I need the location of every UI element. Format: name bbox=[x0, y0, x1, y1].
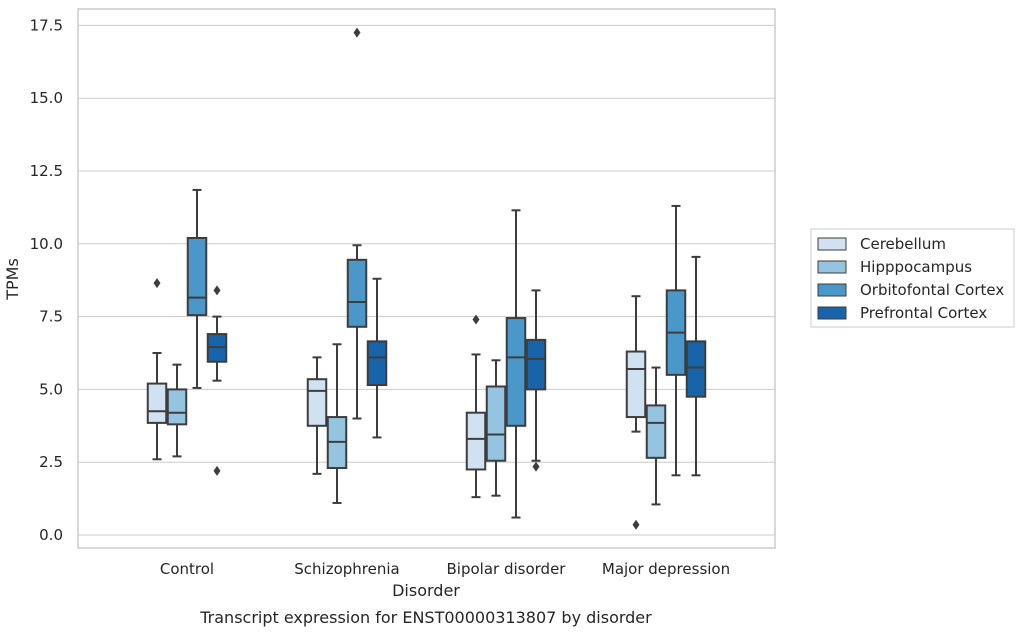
plot-frame bbox=[77, 8, 776, 549]
outlier-point bbox=[532, 461, 540, 472]
y-tick-label: 10.0 bbox=[30, 235, 63, 253]
x-axis-label: Disorder bbox=[392, 581, 460, 600]
legend-entry-label: Hipppocampus bbox=[860, 258, 972, 276]
box-iqr bbox=[525, 338, 547, 391]
box-iqr bbox=[146, 382, 168, 424]
box-group bbox=[625, 295, 647, 530]
box-group bbox=[665, 204, 687, 477]
legend: Cerebellum Hipppocampus Orbitofontal Corte… bbox=[810, 228, 1015, 328]
y-tick-label: 0.0 bbox=[39, 526, 63, 544]
box-iqr bbox=[685, 340, 707, 398]
y-tick-label: 15.0 bbox=[30, 89, 63, 107]
legend-entry-label: Orbitofontal Cortex bbox=[860, 281, 1004, 299]
box-group bbox=[645, 366, 667, 506]
box-group bbox=[166, 363, 188, 458]
box-group bbox=[346, 27, 368, 420]
outlier-point bbox=[353, 27, 361, 38]
y-tick-label: 12.5 bbox=[30, 162, 63, 180]
box-iqr bbox=[645, 404, 667, 459]
legend-items: Cerebellum Hipppocampus Orbitofontal Corte… bbox=[817, 235, 1004, 322]
y-tick-label: 2.5 bbox=[39, 453, 63, 471]
box-iqr bbox=[166, 388, 188, 426]
box-iqr bbox=[186, 236, 208, 317]
box-group bbox=[525, 289, 547, 472]
box-group bbox=[485, 359, 507, 497]
box-group bbox=[206, 285, 228, 476]
y-tick-label: 5.0 bbox=[39, 380, 63, 398]
box-group bbox=[146, 278, 168, 461]
box-iqr bbox=[306, 378, 328, 427]
legend-swatch bbox=[817, 306, 847, 320]
y-tick-labels: 0.0 2.5 5.0 7.5 10.0 12.5 15.0 17.5 bbox=[30, 16, 63, 544]
box-iqr bbox=[505, 317, 527, 427]
boxes-layer bbox=[146, 27, 707, 530]
box-group bbox=[465, 314, 487, 499]
box-group bbox=[505, 209, 527, 519]
legend-entry-label: Cerebellum bbox=[860, 235, 946, 253]
legend-swatch bbox=[817, 283, 847, 297]
outlier-point bbox=[472, 314, 480, 325]
box-group bbox=[326, 343, 348, 504]
grid-layer bbox=[78, 24, 775, 536]
chart-caption: Transcript expression for ENST0000031380… bbox=[199, 608, 652, 627]
box-iqr bbox=[485, 385, 507, 462]
x-tick-label: Control bbox=[160, 560, 214, 578]
outlier-point bbox=[632, 519, 640, 530]
box-group bbox=[186, 188, 208, 389]
outlier-point bbox=[213, 285, 221, 296]
legend-swatch bbox=[817, 260, 847, 274]
box-iqr bbox=[625, 350, 647, 419]
x-tick-labels: Control Schizophrenia Bipolar disorder Majo… bbox=[160, 560, 730, 578]
x-tick-label: Schizophrenia bbox=[294, 560, 399, 578]
y-tick-label: 17.5 bbox=[30, 16, 63, 34]
outlier-point bbox=[153, 278, 161, 289]
legend-swatch bbox=[817, 237, 847, 251]
outlier-point bbox=[213, 465, 221, 476]
box-group bbox=[366, 277, 388, 439]
box-group bbox=[685, 255, 707, 477]
box-group bbox=[306, 356, 328, 475]
x-tick-label: Bipolar disorder bbox=[447, 560, 567, 578]
y-tick-label: 7.5 bbox=[39, 308, 63, 326]
y-axis-label: TPMs bbox=[3, 258, 22, 301]
box-iqr bbox=[346, 258, 368, 328]
box-iqr bbox=[465, 411, 487, 471]
box-iqr bbox=[366, 340, 388, 387]
x-tick-label: Major depression bbox=[602, 560, 730, 578]
legend-entry-label: Prefrontal Cortex bbox=[860, 304, 987, 322]
